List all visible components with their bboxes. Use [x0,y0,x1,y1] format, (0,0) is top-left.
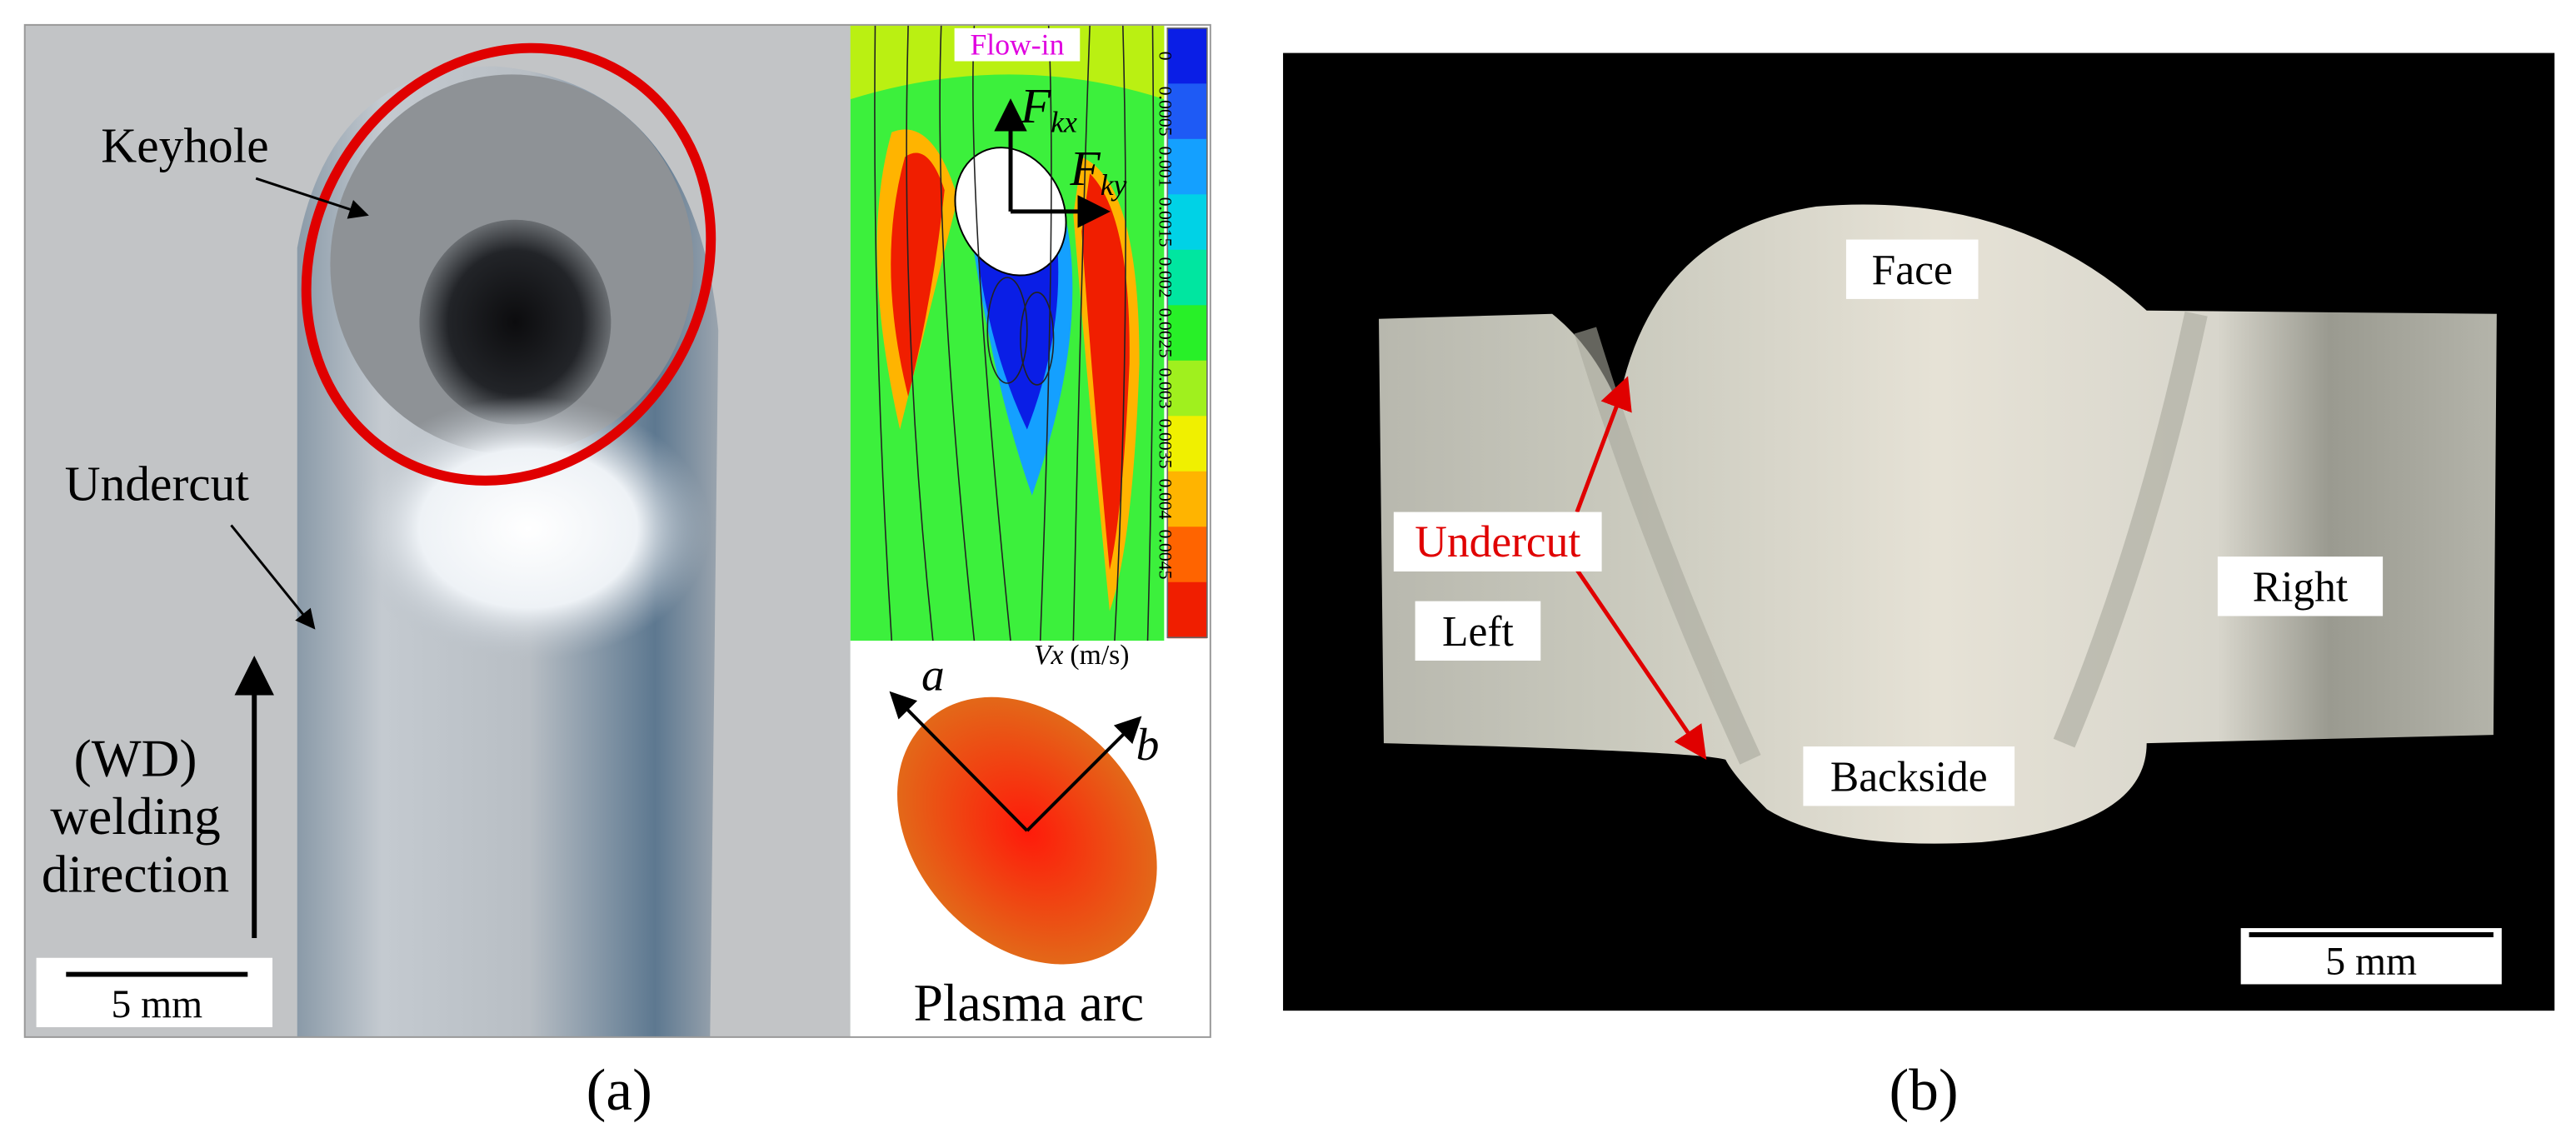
field-contour [891,152,945,397]
colorbar-swatch [1167,305,1207,362]
undercut-arrow [230,524,316,630]
right-label: Right [2253,564,2349,611]
colorbar-tick-label: 0 [1155,52,1175,61]
colorbar-swatch [1167,249,1207,307]
colorbar-tick-label: 0.0025 [1155,308,1175,358]
scale-bar-box [2240,928,2502,985]
panel-a: Keyhole Undercut (WD) welding direction … [24,24,851,1037]
direction-label: direction [42,844,229,903]
axis-a-arrow [889,691,1029,832]
colorbar-swatch [1167,527,1207,583]
colorbar-swatch [1167,360,1207,417]
force-symbol: F [1020,78,1051,133]
colorbar-tick-label: 0.0015 [1155,197,1175,247]
flow-in-label: Flow-in [970,28,1064,62]
label-box [1415,601,1541,661]
force-subscript: kx [1051,106,1077,139]
keyhole-highlight [301,42,716,486]
panel-b: Face Left Right Backside Undercut 5 mm [1283,52,2555,1011]
direction-label: (WD) [74,729,197,788]
colorbar-swatch [1167,471,1207,528]
colorbar-swatch [1167,581,1207,639]
colorbar-tick-label: 0.0005 [1155,87,1175,137]
force-subscript: ky [1101,168,1127,202]
weld-specimen [1379,204,2497,844]
label-box [1803,746,2015,806]
force-y-label: Fky [1069,141,1126,202]
colorbar-tick-label: 0.002 [1155,257,1175,298]
undercut-label: Undercut [65,457,250,512]
force-x-label: Fkx [1020,78,1077,139]
colorbar-tick-label: 0.0045 [1155,530,1175,580]
field-contour [974,224,1059,430]
scale-bar-label: 5 mm [111,983,202,1026]
backside-label: Backside [1830,754,1988,801]
plasma-arc-caption: Plasma arc [914,973,1144,1032]
colorbar-symbol: Vx [1034,640,1064,671]
flow-in-box [954,27,1081,62]
colorbar-unit: (m/s) [1070,640,1129,671]
colorbar-tick-label: 0.0035 [1155,419,1175,469]
colorbar-label: Vx (m/s) [1034,640,1130,671]
colorbar-tick-label: 0.001 [1155,147,1175,187]
label-box [1845,239,1979,299]
colorbar-swatch [1167,27,1207,85]
label-box [1393,512,1602,571]
simulation-inset: 0 0.0005 0.001 0.0015 0.002 0.0025 0.003 0.0035… [850,24,1208,641]
colorbar-tick-label: 0.004 [1155,478,1175,519]
left-label: Left [1442,608,1514,656]
scale-bar-label: 5 mm [2325,941,2417,984]
streamlines [874,24,1155,641]
direction-label: welding [50,786,220,846]
keyhole-label: Keyhole [101,117,268,172]
colorbar-swatch [1167,416,1207,472]
panel-label: (b) [1889,1057,1958,1123]
axis-b-arrow [1026,716,1142,832]
colorbar-tick-label: 0.003 [1155,368,1175,409]
panel-label: (a) [587,1057,652,1123]
colorbar-swatch [1167,194,1207,251]
keyhole-arrow [255,177,369,219]
force-symbol: F [1069,141,1101,196]
colorbar-swatch [1167,138,1207,196]
undercut-label: Undercut [1415,517,1580,566]
plasma-arc-inset: Vx (m/s) a b Plasma arc [23,23,1211,1038]
colorbar: 0 0.0005 0.001 0.0015 0.002 0.0025 0.003 0.0035… [1155,27,1208,639]
field-contour [1081,173,1130,570]
face-label: Face [1872,247,1953,294]
label-box [2217,557,2384,616]
axis-b-label: b [1136,720,1160,771]
scale-bar-box [36,957,273,1027]
panel-border [23,23,1211,1038]
colorbar-frame [1166,27,1208,639]
field-contour [850,24,1165,100]
colorbar-swatch [1167,83,1207,140]
undercut-arrow [1575,568,1707,761]
keyhole-opening [419,219,612,425]
arc-glow [347,396,711,661]
axis-a-label: a [921,651,945,701]
undercut-arrow [1575,376,1632,513]
